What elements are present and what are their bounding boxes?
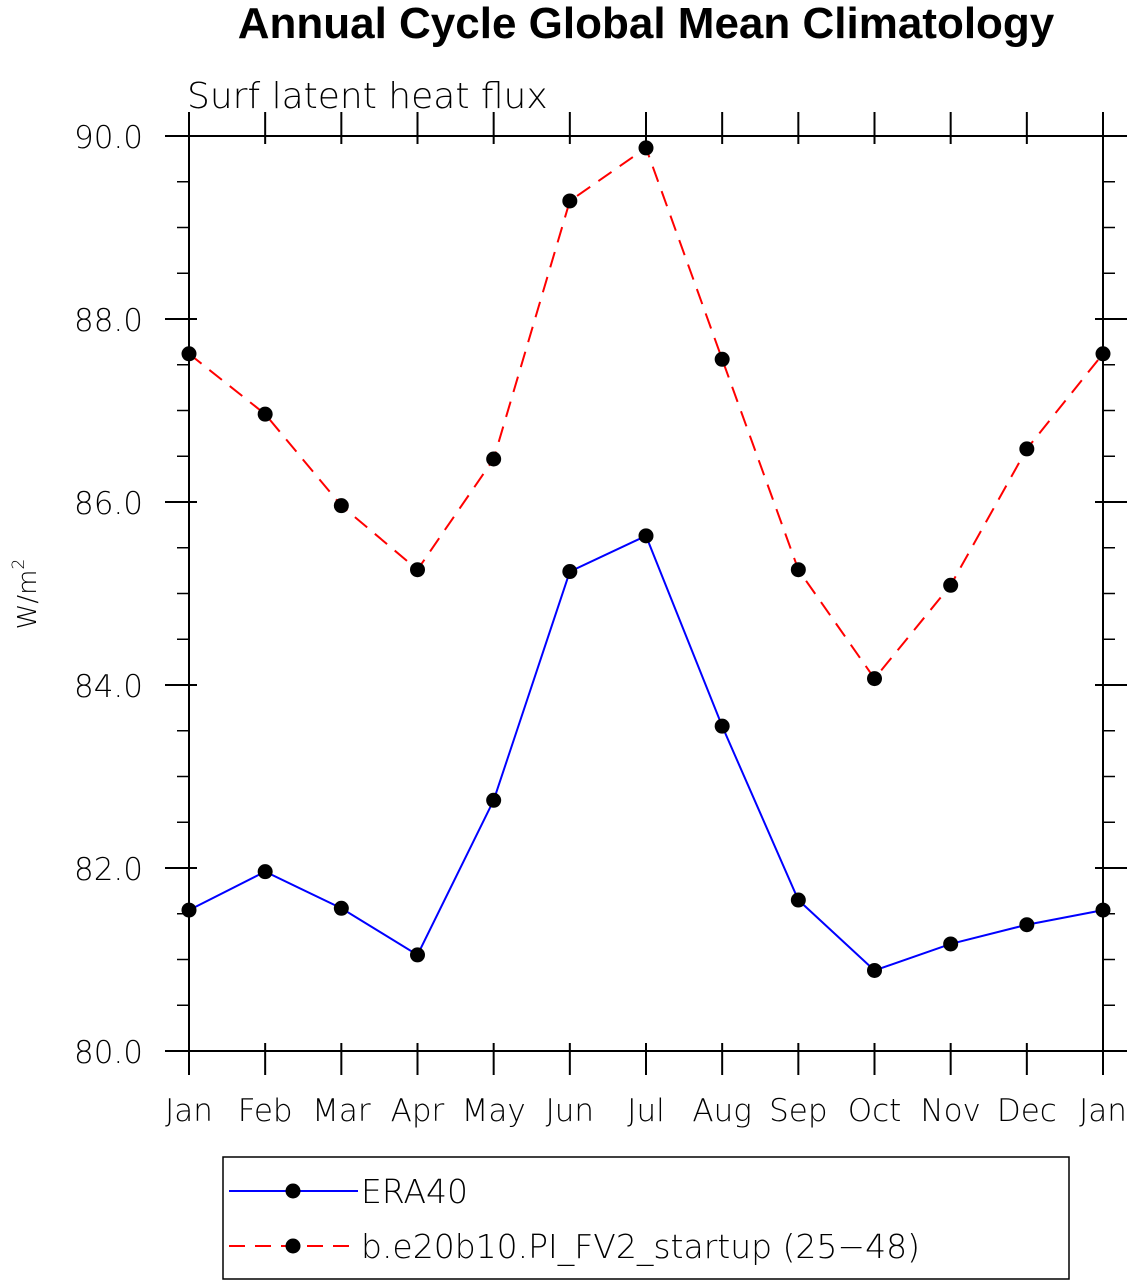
series-point [410,562,425,578]
y-axis-label-superscript: 2 [9,559,29,570]
y-tick-label: 90.0 [74,120,143,156]
y-axis-label: W/m2 [9,559,43,630]
y-tick-label: 86.0 [74,486,143,522]
legend: ERA40 b.e20b10.PI_FV2_startup (25−48) [222,1156,1070,1280]
series-point [562,564,578,580]
series-point [943,577,959,593]
series-line [188,146,1104,681]
series-point [1095,902,1111,918]
series-point [638,140,654,156]
y-axis-label-text: W/m [13,570,43,630]
series-point [181,346,197,362]
series-point [867,671,882,687]
x-tick-label: Sep [769,1093,827,1129]
series-point [867,962,882,978]
series-point [943,936,959,952]
x-tick-label: Aug [692,1093,751,1129]
x-tick-label: Feb [238,1093,293,1129]
series-point [638,528,654,544]
x-tick-label: Dec [997,1093,1057,1129]
x-tick-label: Nov [920,1093,981,1129]
series-point [257,864,273,880]
axes: Jan Feb Mar Apr May Jun Jul Aug Sep Oct Nov Dec Jan 8… [74,112,1127,1129]
y-tick-label: 84.0 [74,669,143,705]
x-tick-label: Mar [312,1093,371,1129]
series-point [714,718,730,734]
x-tick-label: May [462,1093,526,1129]
plot-frame [188,135,1104,1052]
y-tick-label: 82.0 [74,852,143,888]
x-tick-label: Oct [848,1093,902,1129]
series-point [486,792,502,808]
series-point [714,351,730,367]
series-point [1019,441,1035,457]
legend-marker-2 [285,1238,301,1254]
series-2 [181,140,1111,687]
series-point [181,902,197,918]
series-point [1019,917,1035,933]
series-point [486,451,502,467]
series-point [562,193,578,209]
y-tick-label: 80.0 [74,1035,143,1071]
series-point [1095,346,1111,362]
x-tick-label: Jun [546,1093,594,1129]
x-tick-label: Apr [391,1093,445,1129]
chart-subtitle: Surf latent heat flux [187,76,548,117]
series-layer [181,140,1111,978]
series-point [790,562,806,578]
x-tick-label: Jan [165,1093,213,1129]
legend-label-2: b.e20b10.PI_FV2_startup (25−48) [361,1227,920,1267]
series-line [188,534,1104,972]
legend-marker-1 [285,1183,301,1199]
series-point [790,892,806,908]
y-tick-label: 88.0 [74,303,143,339]
series-1 [181,528,1111,978]
series-point [410,947,425,963]
series-point [257,406,273,422]
chart-title: Annual Cycle Global Mean Climatology [238,0,1055,48]
x-tick-label: Jan [1079,1093,1127,1129]
series-point [333,498,349,514]
legend-label-1: ERA40 [361,1172,468,1211]
legend-box [222,1156,1070,1280]
series-point [333,900,349,916]
x-tick-label: Jul [627,1093,664,1129]
